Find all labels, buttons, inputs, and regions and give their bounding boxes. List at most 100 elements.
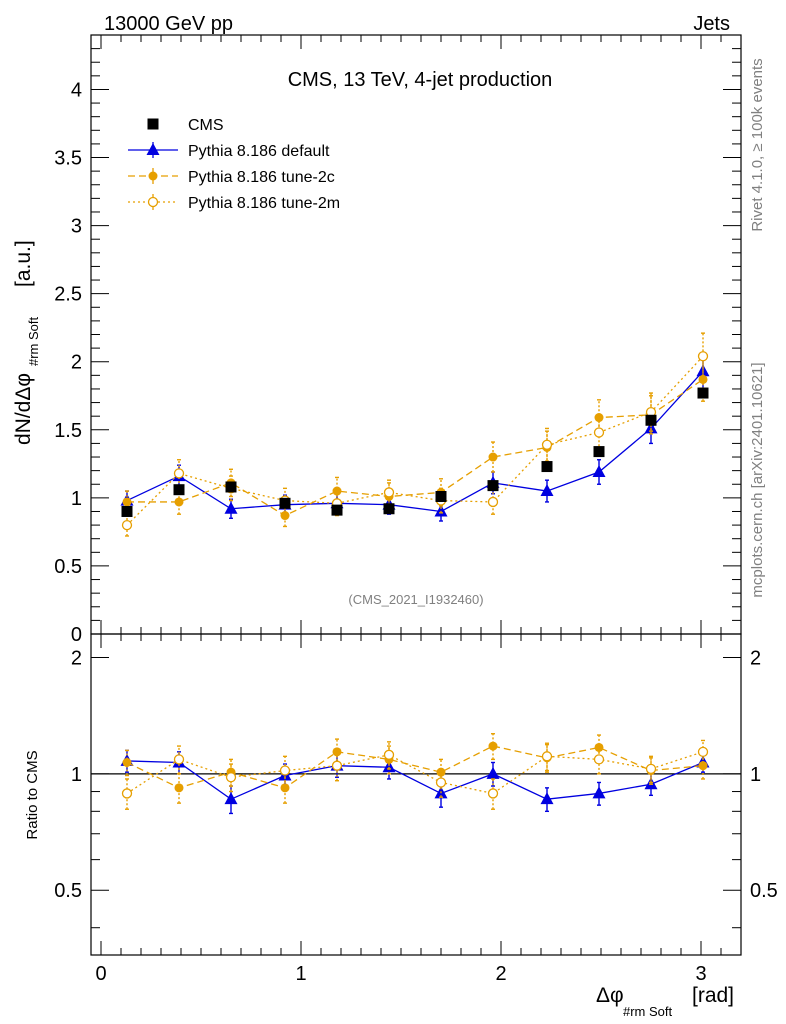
ratio-data-point: [122, 757, 132, 767]
legend-entry-label: Pythia 8.186 tune-2c: [188, 169, 335, 186]
main-series-line: [127, 378, 704, 517]
ratio-data-point: [331, 760, 343, 771]
ratio-data-point: [487, 788, 499, 799]
ratio-data-point: [174, 783, 184, 793]
ratio-series-line: [126, 751, 704, 795]
legend-marker: [147, 118, 159, 130]
ratio-y-tick-label: 1: [71, 764, 82, 786]
x-label-text: Δφ: [596, 984, 624, 1007]
rivet-label: Rivet 4.1.0, ≥ 100k events: [749, 58, 766, 231]
ratio-data-point: [121, 788, 133, 799]
main-series-line: [126, 370, 704, 513]
ratio-y-tick-label: 0.5: [54, 880, 82, 902]
y-tick-label: 0: [71, 624, 82, 646]
main-data-point: [645, 414, 657, 426]
y-tick-label: 1: [71, 488, 82, 510]
legend-entry-label: Pythia 8.186 tune-2m: [188, 195, 340, 212]
ratio-data-point: [540, 792, 554, 805]
legend: CMS Pythia 8.186 default Pythia 8.186 tune…: [128, 117, 340, 212]
header-right-label: Jets: [693, 13, 730, 35]
ratio-data-point: [593, 754, 605, 765]
y-tick-label: 2.5: [54, 284, 82, 306]
main-data-point: [383, 487, 395, 498]
legend-entry-label: Pythia 8.186 default: [188, 143, 330, 160]
y-tick-label: 2: [71, 352, 82, 374]
main-series-line: [126, 355, 704, 526]
ratio-data-point: [280, 783, 290, 793]
main-data-point: [593, 446, 605, 458]
main-data-point: [122, 497, 132, 507]
legend-entry-label: CMS: [188, 117, 224, 134]
main-data-point: [697, 351, 709, 362]
main-data-point: [279, 497, 291, 509]
main-data-point: [173, 468, 185, 479]
main-data-point: [541, 461, 553, 473]
y-tick-label: 0.5: [54, 556, 82, 578]
main-data-point: [434, 504, 448, 517]
x-label-sub: #rm Soft: [623, 1004, 673, 1019]
ratio-data-point: [541, 751, 553, 762]
ratio-data-point: [594, 742, 604, 752]
y-tick-label: 3.5: [54, 148, 82, 170]
ratio-series-default: [120, 749, 710, 815]
ratio-data-point: [279, 765, 291, 776]
chart-marks: 0 1 2 3 0 0.5 1 1.5 2 2.5 3 3.5 4 0.5 0.5 1 1 2 2 CMS Pythia…: [54, 34, 778, 985]
ratio-data-point: [592, 786, 606, 799]
x-tick-label: 1: [295, 963, 306, 985]
ratio-data-point: [488, 741, 498, 751]
ratio-data-point: [383, 749, 395, 760]
main-y-label-sub: #rm Soft: [26, 316, 41, 366]
main-data-point: [697, 387, 709, 399]
header-left-label: 13000 GeV pp: [104, 13, 233, 35]
main-data-point: [280, 511, 290, 521]
main-data-point: [121, 505, 133, 517]
x-tick-label: 3: [695, 963, 706, 985]
main-data-point: [224, 501, 238, 514]
ratio-series-line: [126, 745, 704, 789]
ratio-data-point: [645, 763, 657, 775]
main-series-default: [120, 351, 710, 522]
main-series-cms: [121, 387, 709, 517]
y-tick-label: 1.5: [54, 420, 82, 442]
main-data-point: [487, 496, 499, 508]
main-data-point: [541, 439, 553, 450]
main-data-point: [540, 484, 554, 497]
ratio-data-point: [224, 792, 238, 805]
ratio-series-tune2m: [121, 739, 709, 810]
main-data-point: [593, 427, 605, 438]
main-data-point: [435, 491, 447, 503]
legend-marker: [147, 196, 159, 208]
main-data-point: [488, 452, 498, 462]
main-y-axis-label: dN/dΔφ #rm Soft [a.u.]: [12, 240, 41, 445]
main-y-label-unit: [a.u.]: [12, 240, 35, 287]
main-data-point: [331, 504, 343, 516]
ratio-data-point: [382, 760, 396, 773]
main-series-tune2m: [121, 332, 709, 537]
mcplots-label: mcplots.cern.ch [arXiv:2401.10621]: [749, 362, 766, 597]
x-axis-label: Δφ #rm Soft [rad]: [596, 984, 734, 1019]
main-data-point: [225, 481, 237, 493]
x-tick-label: 2: [495, 963, 506, 985]
ratio-y-tick-label-right: 2: [750, 647, 761, 669]
ratio-data-point: [225, 772, 237, 783]
ratio-data-point: [486, 766, 500, 779]
ratio-y-tick-label-right: 0.5: [750, 880, 778, 902]
legend-marker: [146, 143, 160, 155]
main-data-point: [383, 503, 395, 515]
main-data-point: [174, 497, 184, 507]
main-data-point: [592, 464, 606, 477]
main-data-point: [644, 421, 658, 434]
x-tick-label: 0: [95, 963, 106, 985]
main-data-point: [487, 480, 499, 492]
main-y-label-text: dN/dΔφ: [12, 373, 35, 445]
ratio-y-label: Ratio to CMS: [24, 750, 41, 839]
ratio-data-point: [698, 761, 708, 771]
y-tick-label: 4: [71, 79, 82, 101]
ratio-y-tick-label-right: 1: [750, 764, 761, 786]
main-data-point: [173, 484, 185, 496]
main-series-tune2c: [122, 356, 708, 528]
legend-marker: [148, 171, 158, 181]
ratio-data-point: [435, 777, 447, 788]
ratio-y-tick-label: 2: [71, 647, 82, 669]
ratio-data-point: [697, 746, 709, 758]
